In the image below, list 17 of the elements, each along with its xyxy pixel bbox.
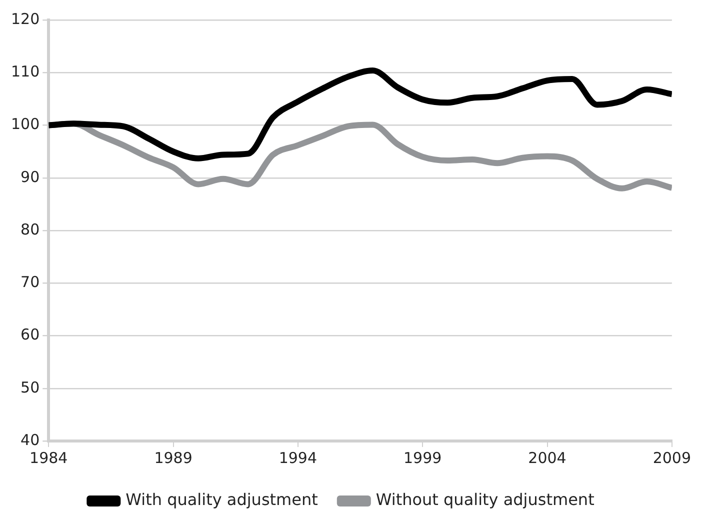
y-tick-label: 70	[20, 273, 40, 292]
x-tick-label: 1989	[154, 448, 192, 467]
y-tick-label: 120	[10, 10, 40, 28]
y-tick-label: 80	[20, 220, 40, 238]
y-tick-label: 90	[20, 168, 40, 186]
x-tick-label: 2004	[528, 448, 566, 467]
legend-label: With quality adjustment	[126, 490, 318, 510]
x-tick-label: 1984	[30, 448, 68, 467]
y-tick-label: 100	[10, 115, 40, 134]
y-tick-label: 50	[20, 378, 40, 396]
y-tick-label: 110	[10, 62, 40, 81]
legend-label: Without quality adjustment	[376, 490, 594, 510]
x-tick-label: 1999	[404, 448, 442, 467]
y-tick-label: 40	[20, 430, 40, 449]
x-tick-label: 1994	[278, 448, 318, 467]
x-tick-label: 2009	[652, 448, 692, 467]
y-tick-label: 60	[20, 326, 40, 344]
